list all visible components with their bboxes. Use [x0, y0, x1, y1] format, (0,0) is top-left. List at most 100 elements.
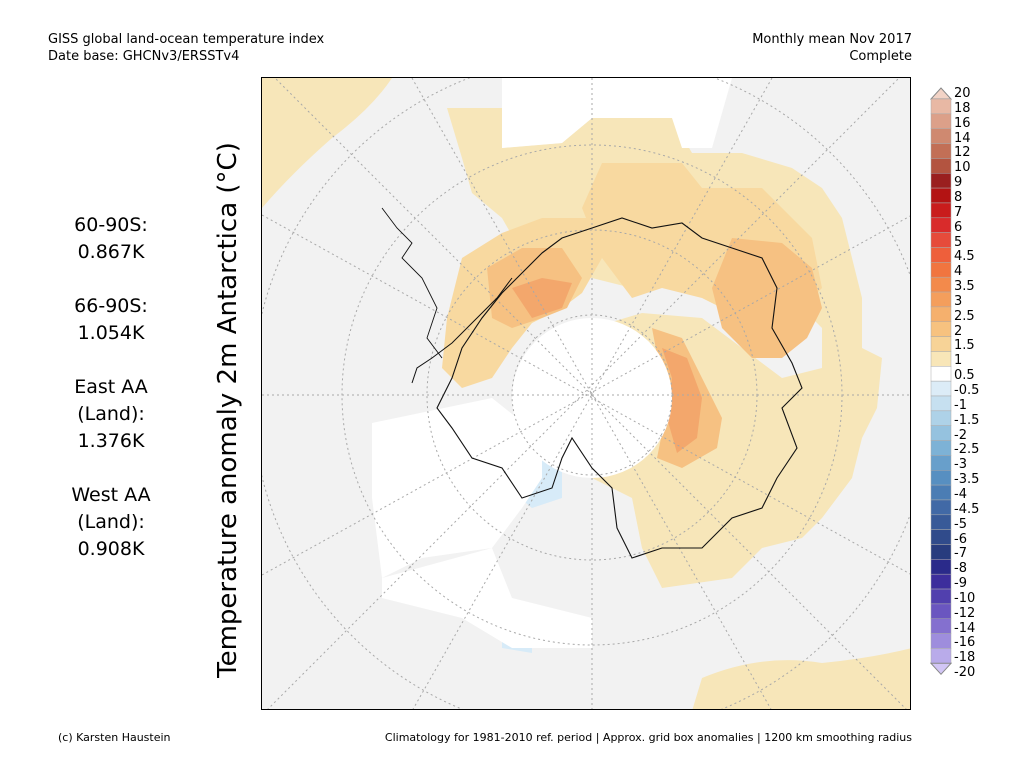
colorbar-tick-label: -12 [954, 605, 976, 621]
colorbar-swatch [930, 648, 952, 664]
stat-66-90s: 66-90S: 1.054K [56, 293, 166, 347]
footnote-text: Climatology for 1981-2010 ref. period | … [384, 731, 912, 744]
colorbar-swatch [930, 440, 952, 456]
colorbar-swatch [930, 291, 952, 308]
stat-west-aa: West AA (Land): 0.908K [56, 482, 166, 563]
south-america-coastline [381, 207, 443, 359]
southern-america-region [262, 78, 392, 208]
colorbar-tick-label: 2 [954, 323, 963, 339]
colorbar-swatch [930, 128, 952, 144]
colorbar [929, 87, 953, 703]
colorbar-swatch [930, 366, 952, 382]
header-right: Monthly mean Nov 2017 Complete [752, 31, 912, 65]
no-data-sector-bottom [382, 548, 592, 648]
colorbar-tick-label: 2.5 [954, 308, 975, 324]
no-data-sector-top [502, 78, 732, 148]
stat-value: 1.054K [77, 322, 145, 344]
database-label: Date base: GHCNv3/ERSSTv4 [48, 49, 240, 64]
colorbar-tick-label: 1 [954, 353, 963, 369]
colorbar-swatch [930, 484, 952, 501]
colorbar-tick-label: -16 [954, 635, 976, 651]
status-label: Complete [849, 49, 912, 64]
stat-east-aa: East AA (Land): 1.376K [56, 374, 166, 455]
stat-label: 60-90S: [74, 214, 148, 236]
colorbar-tick-label: -3.5 [954, 472, 980, 488]
colorbar-tick-label: 1.5 [954, 338, 975, 354]
colorbar-tick-label: -2 [954, 427, 967, 443]
colorbar-swatch [930, 618, 952, 634]
colorbar-tick-label: -7 [954, 546, 967, 562]
colorbar-tick-label: 8 [954, 189, 963, 205]
colorbar-swatch [930, 351, 952, 367]
colorbar-tick-label: -3 [954, 457, 967, 473]
colorbar-tick-label: -4 [954, 486, 967, 502]
colorbar-tick-label: 6 [954, 219, 963, 235]
colorbar-swatch [930, 202, 952, 219]
colorbar-tick-label: 12 [954, 145, 971, 161]
colorbar-swatch [930, 455, 952, 471]
colorbar-tick-label: 7 [954, 204, 963, 220]
colorbar-swatch [930, 633, 952, 649]
colorbar-tick-label: 3.5 [954, 279, 975, 295]
colorbar-swatch [930, 232, 952, 248]
colorbar-tick-label: -4.5 [954, 501, 980, 517]
lower-right-region [692, 648, 910, 709]
colorbar-swatch [930, 395, 952, 412]
colorbar-tick-label: -1 [954, 397, 967, 413]
colorbar-swatch [930, 425, 952, 441]
colorbar-swatch [930, 529, 952, 545]
colorbar-swatch [930, 187, 952, 204]
colorbar-swatch [930, 499, 952, 516]
period-label: Monthly mean Nov 2017 [752, 32, 912, 47]
colorbar-tick-label: -9 [954, 576, 967, 592]
colorbar-swatch [930, 559, 952, 575]
colorbar-tick-label: -1.5 [954, 412, 980, 428]
colorbar-tick-label: 4 [954, 264, 963, 280]
peninsula-coastline [411, 277, 513, 384]
antarctica-coastline [436, 217, 803, 559]
stat-value: 0.867K [77, 241, 145, 263]
graticule [262, 78, 910, 709]
colorbar-tick-label: -0.5 [954, 383, 980, 398]
colorbar-tick-label: -18 [954, 650, 976, 666]
credit-text: (c) Karsten Haustein [58, 731, 171, 744]
stat-60-90s: 60-90S: 0.867K [56, 212, 166, 266]
colorbar-swatch [930, 217, 952, 233]
stat-sublabel: (Land): [77, 403, 145, 425]
colorbar-swatch [930, 113, 952, 129]
colorbar-swatch [930, 470, 952, 486]
colorbar-tick-label: -8 [954, 561, 967, 577]
colorbar-tick-label: -6 [954, 531, 967, 547]
colorbar-swatch [930, 336, 952, 352]
colorbar-tick-label: -2.5 [954, 442, 980, 458]
colorbar-swatch [930, 306, 952, 322]
stat-label: 66-90S: [74, 295, 148, 317]
stat-label: East AA [74, 376, 148, 398]
colorbar-swatch [930, 158, 952, 174]
colorbar-tick-label: -14 [954, 620, 976, 636]
colorbar-swatch [930, 262, 952, 278]
anomaly-zone-3-peninsula [512, 278, 572, 318]
colorbar-tick-label: 3 [954, 293, 963, 309]
map-title: GISS global land-ocean temperature index [48, 32, 325, 47]
stat-label: West AA [71, 484, 151, 506]
colorbar-tick-label: 20 [954, 86, 971, 101]
antarctic-anomaly-map [261, 77, 911, 710]
colorbar-tick-label: 14 [954, 130, 971, 146]
colorbar-swatches [929, 87, 953, 676]
colorbar-tick-label: -20 [954, 665, 976, 681]
colorbar-tick-label: 10 [954, 160, 971, 176]
axis-label: Temperature anomaly 2m Antarctica (°C) [213, 142, 243, 678]
colorbar-swatch [930, 143, 952, 159]
colorbar-tick-label: 16 [954, 115, 971, 131]
colorbar-tick-label: -10 [954, 590, 976, 606]
colorbar-tick-label: 9 [954, 175, 963, 191]
stat-sublabel: (Land): [77, 511, 145, 533]
anomaly-zone-3-dronning [662, 348, 702, 453]
colorbar-swatch [930, 410, 952, 426]
colorbar-tick-label: 18 [954, 100, 971, 116]
colorbar-tick-label: -5 [954, 516, 967, 532]
colorbar-swatch [930, 380, 952, 397]
colorbar-bottom-arrow [929, 662, 953, 676]
colorbar-swatch [930, 573, 952, 590]
